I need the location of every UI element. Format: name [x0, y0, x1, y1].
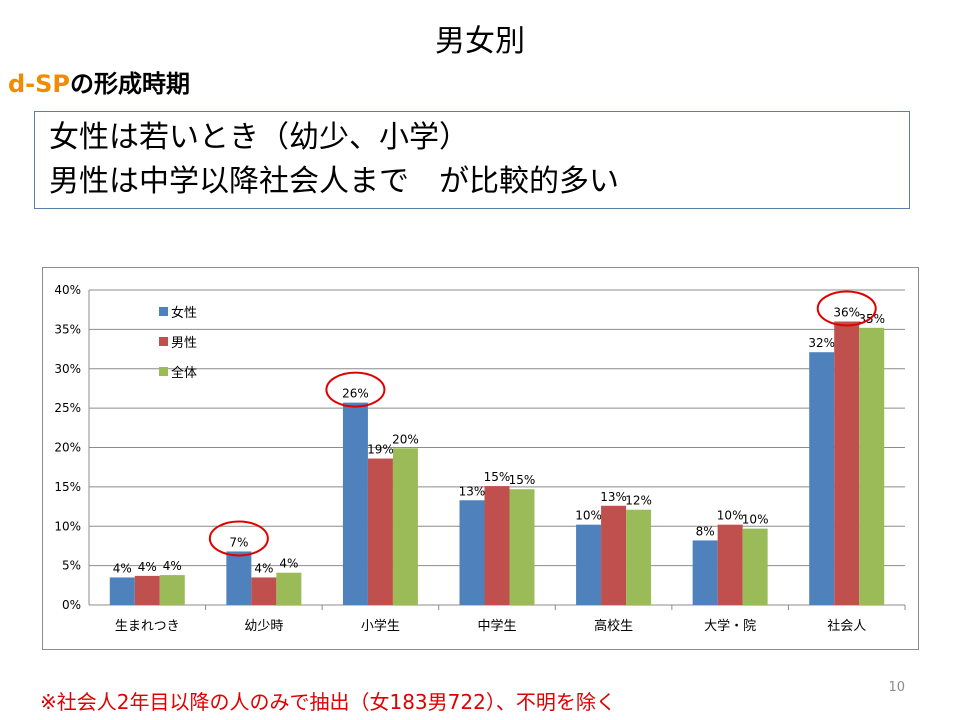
bar	[809, 352, 835, 605]
legend-swatch	[159, 367, 168, 376]
x-tick-label: 小学生	[361, 618, 400, 634]
data-label: 12%	[625, 494, 652, 508]
bar-chart: 0% 5% 10% 15% 20% 25% 30% 35% 40% 生まれつき 4% 4% 4% 幼少時 7…	[54, 283, 906, 634]
bar	[601, 505, 627, 605]
bar	[367, 458, 393, 605]
highlight-circle	[208, 520, 269, 557]
page-number: 10	[888, 680, 905, 695]
subtitle-accent: d-SP	[8, 70, 71, 98]
x-tick-label: 社会人	[827, 618, 866, 634]
bar	[134, 575, 160, 605]
y-tick-label: 0%	[62, 598, 81, 612]
highlight-circle	[816, 290, 877, 327]
bar	[692, 540, 718, 605]
y-tick-label: 10%	[54, 519, 81, 533]
data-label: 36%	[833, 306, 860, 320]
data-label: 4%	[113, 561, 132, 575]
bar	[251, 577, 277, 605]
x-tick-label: 高校生	[594, 618, 633, 634]
callout-line-1: 女性は若いとき（幼少、小学）	[49, 120, 469, 155]
bar	[834, 321, 860, 605]
bar	[459, 500, 485, 605]
bar	[742, 528, 768, 605]
data-label: 4%	[163, 559, 182, 573]
data-label: 32%	[808, 336, 835, 350]
bar	[484, 486, 510, 605]
data-label: 15%	[509, 473, 536, 487]
legend-label: 全体	[171, 365, 197, 381]
bar	[276, 572, 302, 605]
data-label: 4%	[279, 557, 298, 571]
slide-subtitle: d-SPの形成時期	[8, 64, 190, 99]
bar	[626, 509, 652, 605]
legend-swatch	[159, 337, 168, 346]
slide-title: 男女別	[435, 24, 525, 59]
x-tick-label: 中学生	[477, 618, 516, 634]
legend-label: 男性	[171, 336, 197, 351]
bar	[576, 524, 602, 605]
legend-label: 女性	[171, 305, 197, 321]
data-label: 20%	[392, 432, 419, 446]
data-label: 19%	[367, 443, 394, 457]
data-label: 13%	[600, 490, 627, 504]
bar	[392, 448, 418, 605]
highlight-circle	[325, 371, 386, 408]
bar	[717, 524, 743, 605]
bar	[159, 575, 185, 605]
chart-frame: 0% 5% 10% 15% 20% 25% 30% 35% 40% 生まれつき 4% 4% 4% 幼少時 7…	[42, 267, 919, 650]
y-tick-label: 25%	[54, 401, 81, 415]
x-tick-label: 大学・院	[704, 618, 756, 634]
x-tick-label: 幼少時	[244, 619, 283, 634]
data-label: 7%	[229, 535, 248, 549]
data-label: 15%	[484, 470, 511, 484]
footnote: ※社会人2年目以降の人のみで抽出（女183男722）、不明を除く	[40, 690, 616, 714]
callout-line-2: 男性は中学以降社会人まで が比較的多い	[49, 164, 619, 199]
y-tick-label: 15%	[54, 480, 81, 494]
bar	[226, 551, 252, 605]
bar	[342, 402, 368, 605]
x-tick-label: 生まれつき	[115, 619, 180, 634]
data-label: 4%	[254, 561, 273, 575]
data-label: 10%	[575, 509, 602, 523]
bar	[509, 489, 535, 605]
y-tick-label: 30%	[54, 362, 81, 376]
subtitle-rest: の形成時期	[70, 70, 191, 98]
summary-callout: 女性は若いとき（幼少、小学） 男性は中学以降社会人まで が比較的多い	[34, 111, 910, 209]
data-label: 10%	[742, 513, 769, 527]
bar	[109, 577, 135, 605]
legend-swatch	[159, 307, 168, 316]
y-tick-label: 40%	[54, 283, 81, 297]
y-tick-label: 35%	[54, 322, 81, 336]
data-label: 26%	[342, 387, 369, 401]
data-label: 10%	[717, 509, 744, 523]
y-tick-label: 20%	[54, 441, 81, 455]
bar	[859, 327, 885, 605]
data-label: 4%	[138, 560, 157, 574]
data-label: 13%	[459, 484, 486, 498]
y-tick-label: 5%	[62, 559, 81, 573]
data-label: 8%	[696, 524, 715, 538]
